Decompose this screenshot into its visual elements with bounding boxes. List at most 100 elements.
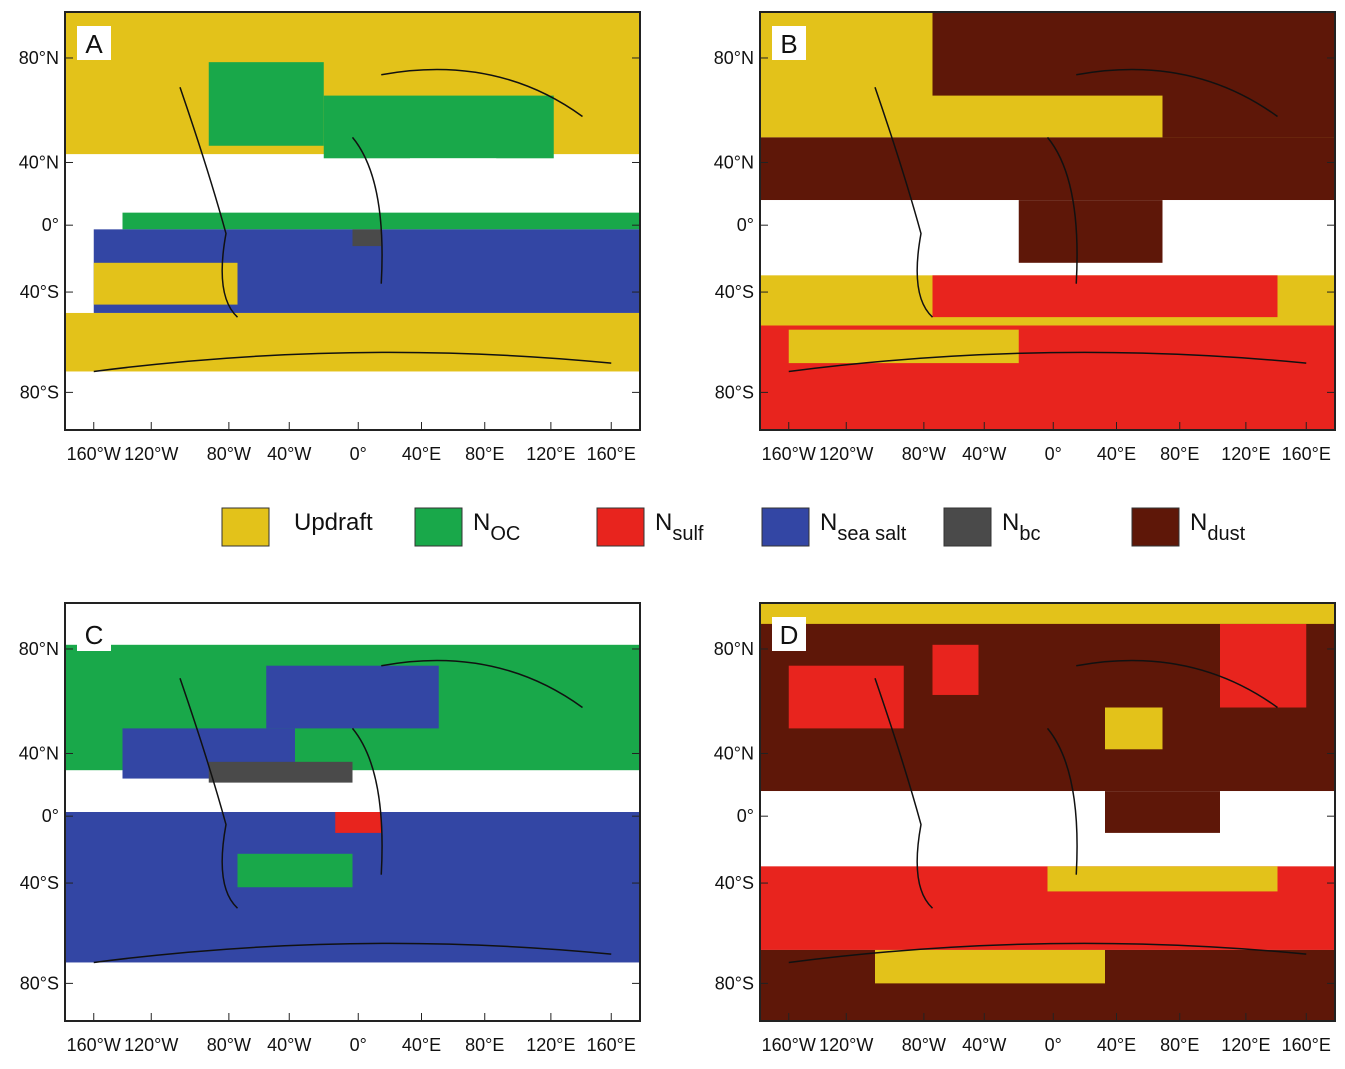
- region: [208, 62, 324, 146]
- region: [208, 761, 353, 783]
- lat-tick-label: 40°N: [19, 152, 59, 172]
- map-panel: B 80°N 40°N 0° 40°S 80°S 160°W 120°W 80°W 40°W 0° 4…: [714, 11, 1336, 464]
- lon-tick-label: 40°E: [402, 444, 441, 464]
- region: [1220, 623, 1307, 708]
- legend-name: N: [1002, 509, 1019, 536]
- lat-tick-label: 80°S: [715, 973, 754, 993]
- lat-tick-label: 0°: [737, 215, 754, 235]
- legend-label: Updraft: [294, 509, 373, 536]
- lon-tick-label: 0°: [1045, 444, 1062, 464]
- region: [932, 275, 1278, 318]
- legend-label: Nsea salt: [820, 509, 907, 545]
- lat-tick-label: 40°N: [714, 743, 754, 763]
- legend-label: Ndust: [1190, 509, 1246, 545]
- lat-tick-label: 0°: [42, 806, 59, 826]
- map-frame: [64, 11, 641, 431]
- region: [237, 853, 353, 888]
- lat-tick-label: 80°S: [715, 382, 754, 402]
- legend-name: Updraft: [294, 509, 373, 536]
- lon-tick-label: 40°W: [962, 444, 1006, 464]
- region: [266, 665, 439, 729]
- lat-tick-label: 40°N: [714, 152, 754, 172]
- lon-tick-label: 120°W: [124, 1035, 178, 1055]
- legend-swatch: [596, 507, 645, 547]
- lon-tick-label: 80°W: [207, 1035, 251, 1055]
- lat-tick-label: 40°S: [20, 873, 59, 893]
- lon-tick-label: 80°E: [465, 1035, 504, 1055]
- legend-label: Nbc: [1002, 509, 1040, 545]
- region: [65, 782, 640, 817]
- lat-tick-label: 80°N: [19, 48, 59, 68]
- legend-item: Updraft: [221, 507, 373, 547]
- region: [1018, 200, 1163, 263]
- panel-label: C: [85, 620, 104, 650]
- panel-label: D: [780, 620, 799, 650]
- lat-tick-label: 80°S: [20, 973, 59, 993]
- lon-tick-label: 160°W: [67, 444, 121, 464]
- legend-name: N: [820, 509, 837, 536]
- legend-name: N: [1190, 509, 1207, 536]
- region: [65, 371, 640, 430]
- legend-sub: OC: [490, 523, 520, 545]
- lon-tick-label: 0°: [350, 444, 367, 464]
- legend-label: NOC: [473, 509, 520, 545]
- region: [323, 95, 554, 159]
- region: [93, 262, 238, 305]
- region: [65, 962, 640, 1021]
- lon-tick-label: 40°W: [962, 1035, 1006, 1055]
- lon-tick-label: 40°E: [402, 1035, 441, 1055]
- legend-item: NOC: [414, 507, 520, 547]
- lon-tick-label: 40°E: [1097, 1035, 1136, 1055]
- region: [1047, 866, 1278, 892]
- lat-tick-label: 40°S: [20, 282, 59, 302]
- region: [932, 644, 979, 695]
- legend-swatch: [761, 507, 810, 547]
- region: [788, 665, 904, 729]
- region: [352, 229, 382, 247]
- region: [65, 603, 640, 645]
- lon-tick-label: 120°W: [124, 444, 178, 464]
- region: [760, 137, 1335, 201]
- lat-tick-label: 80°N: [19, 639, 59, 659]
- lon-tick-label: 80°W: [902, 444, 946, 464]
- lon-tick-label: 160°E: [1282, 444, 1331, 464]
- legend-sub: sulf: [672, 523, 704, 545]
- lon-tick-label: 80°E: [1160, 1035, 1199, 1055]
- lat-tick-label: 80°S: [20, 382, 59, 402]
- region: [1105, 791, 1220, 833]
- region: [335, 812, 382, 833]
- legend-item: Nsulf: [596, 507, 704, 547]
- lon-tick-label: 80°E: [1160, 444, 1199, 464]
- panel-label: B: [780, 29, 797, 59]
- map-frame: [759, 11, 1336, 431]
- lat-tick-label: 0°: [42, 215, 59, 235]
- legend-swatch: [414, 507, 463, 547]
- map-frame: [759, 602, 1336, 1022]
- lat-tick-label: 80°N: [714, 48, 754, 68]
- lon-tick-label: 80°E: [465, 444, 504, 464]
- panel-label-box: [772, 26, 806, 60]
- legend-sub: sea salt: [837, 523, 906, 545]
- lon-tick-label: 160°W: [762, 444, 816, 464]
- map-frame: [64, 602, 641, 1022]
- panel-label: A: [85, 29, 103, 59]
- lon-tick-label: 40°W: [267, 1035, 311, 1055]
- lon-tick-label: 0°: [1045, 1035, 1062, 1055]
- region: [760, 603, 1335, 624]
- legend-item: Nsea salt: [761, 507, 907, 547]
- legend-item: Ndust: [1131, 507, 1246, 547]
- legend-swatch: [1131, 507, 1180, 547]
- region: [65, 312, 640, 372]
- legend-swatch: [943, 507, 992, 547]
- region: [760, 791, 1335, 867]
- lat-tick-label: 40°S: [715, 873, 754, 893]
- panel-label-box: [772, 617, 806, 651]
- lon-tick-label: 160°W: [67, 1035, 121, 1055]
- lon-tick-label: 120°E: [526, 444, 575, 464]
- lon-tick-label: 0°: [350, 1035, 367, 1055]
- lat-tick-label: 40°S: [715, 282, 754, 302]
- region: [1162, 12, 1335, 138]
- map-panel: C 80°N 40°N 0° 40°S 80°S 160°W 120°W 80°W 40°W 0° 4…: [19, 602, 641, 1055]
- lat-tick-label: 0°: [737, 806, 754, 826]
